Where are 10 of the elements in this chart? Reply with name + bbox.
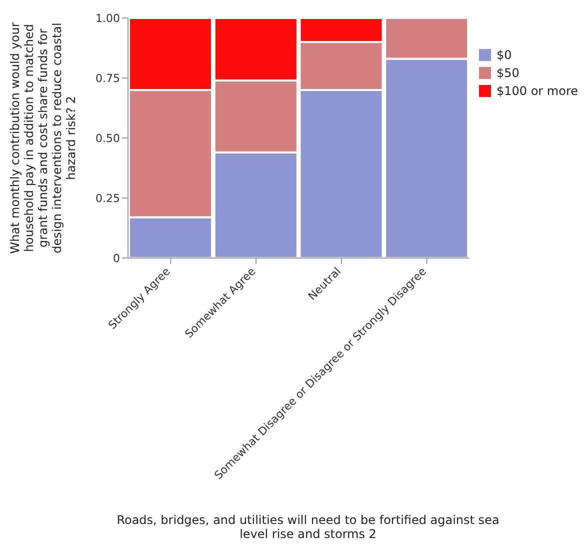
legend-label: $50 — [496, 66, 520, 80]
legend-label: $100 or more — [496, 84, 578, 98]
y-tick-label: 0.75 — [96, 72, 120, 85]
y-tick-label: 0 — [113, 252, 120, 265]
y-tick-label: 1.00 — [96, 12, 120, 25]
y-tick-label: 0.25 — [96, 192, 120, 205]
x-axis-title: Roads, bridges, and utilities will need to be fortified against sea level rise and storms 2 — [116, 513, 500, 541]
text: $0 — [496, 48, 512, 62]
y-tick-label: 0.50 — [96, 132, 120, 145]
y-axis-title: What monthly contribution would your household pay in addition to matched grant funds and cost share funds for design interventions to reduce coastal hazard risk? 2 — [8, 21, 78, 256]
